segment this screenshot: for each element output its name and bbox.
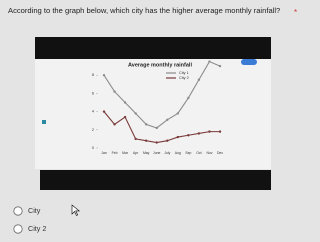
point (166, 118, 169, 121)
point (197, 78, 201, 81)
x-tick-label: May (143, 151, 150, 155)
chart-image (35, 59, 271, 169)
option-label[interactable]: City 2 (28, 224, 46, 233)
x-tick-label: Apr (133, 151, 139, 155)
chart-badge (241, 59, 257, 65)
radio-button[interactable] (13, 206, 23, 216)
point (113, 123, 116, 126)
point (176, 112, 180, 115)
required-mark: * (294, 8, 297, 17)
x-tick-label: Dec (217, 151, 223, 155)
y-tick-label: 2 (92, 128, 94, 132)
chart-title: Average monthly rainfall (128, 62, 192, 68)
x-tick-label: July (164, 151, 170, 155)
point (197, 132, 201, 135)
option-label[interactable]: City (28, 206, 41, 215)
point (102, 110, 106, 113)
point (166, 139, 169, 142)
y-tick-label: 0 (92, 146, 94, 150)
y-tick-label: 8 (92, 73, 94, 77)
point (123, 101, 127, 104)
series-line (103, 60, 221, 129)
point (155, 126, 158, 130)
redacted-bar (35, 37, 271, 59)
x-tick-label: Oct (196, 151, 201, 155)
point (187, 134, 190, 137)
question-text: According to the graph below, which city… (8, 6, 280, 15)
point (218, 130, 222, 133)
x-tick-label: Mar (122, 151, 129, 155)
page: According to the graph below, which city… (8, 6, 298, 234)
point (102, 74, 106, 77)
point (113, 90, 116, 93)
legend-label: City 1 (179, 71, 189, 75)
x-tick-label: Feb (112, 151, 118, 155)
series-line (103, 111, 220, 144)
point (144, 139, 148, 142)
point (134, 137, 137, 141)
point (208, 60, 211, 63)
point (208, 130, 211, 133)
redacted-bar (40, 170, 271, 190)
x-tick-label: Aug (175, 151, 181, 155)
x-tick-label: Sep (185, 151, 191, 155)
cursor (71, 204, 81, 216)
point (218, 64, 222, 68)
y-tick-label: 6 (92, 91, 94, 95)
legend-label: City 2 (179, 76, 189, 80)
radio-button[interactable] (13, 224, 23, 234)
point (134, 112, 137, 115)
point (187, 96, 190, 100)
point (144, 123, 148, 126)
x-tick-label: Jan (101, 151, 107, 155)
marker (42, 120, 46, 124)
y-tick-label: 4 (92, 110, 94, 114)
x-tick-label: June (153, 151, 160, 155)
x-tick-label: Nov (206, 151, 212, 155)
point (155, 141, 158, 144)
point (123, 115, 127, 119)
point (176, 135, 180, 139)
